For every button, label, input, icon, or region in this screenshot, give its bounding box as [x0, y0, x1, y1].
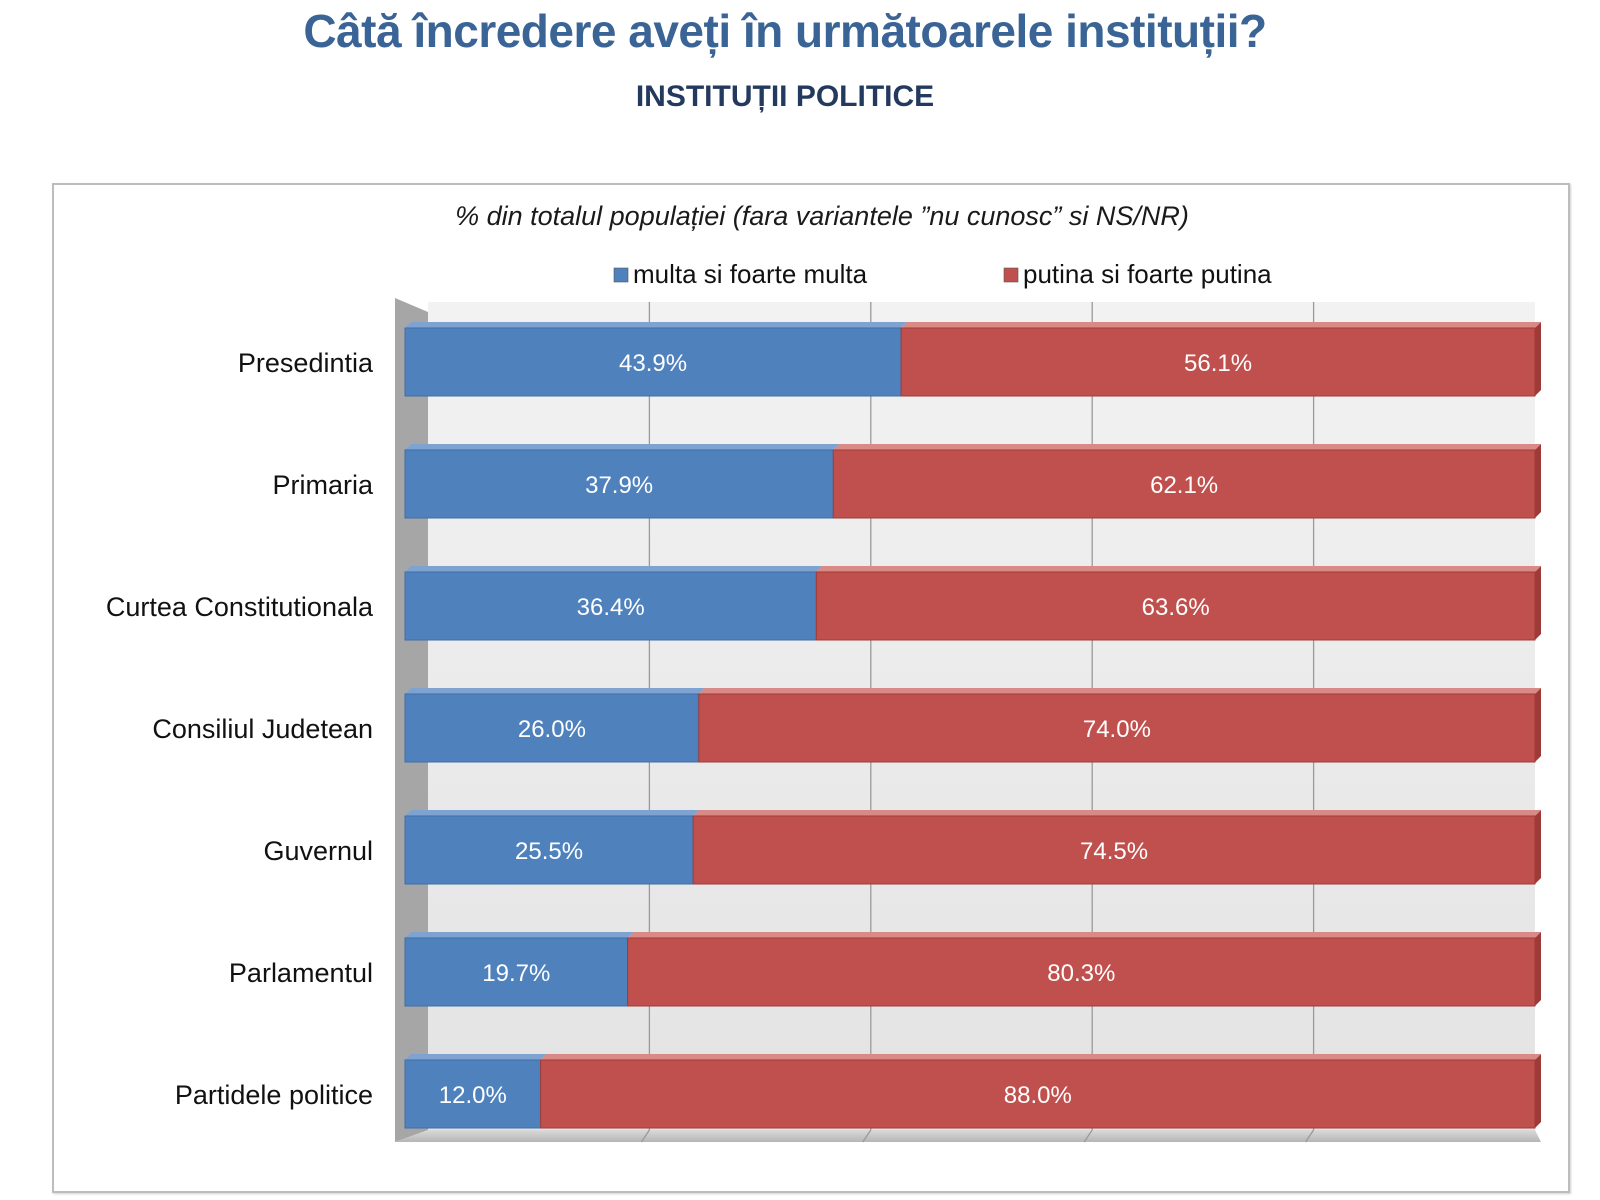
gridline-floor — [1305, 1129, 1315, 1143]
data-label: 36.4% — [577, 594, 645, 621]
data-label: 43.9% — [619, 350, 687, 377]
data-label: 74.5% — [1080, 838, 1148, 865]
bar-end-face — [1535, 1054, 1541, 1128]
chart-title: % din totalul populației (fara variantel… — [455, 201, 1189, 231]
bar-end-face — [1535, 566, 1541, 640]
data-label: 37.9% — [585, 472, 653, 499]
data-label: 63.6% — [1142, 594, 1210, 621]
bar-segment — [404, 571, 817, 641]
bar-segment — [900, 327, 1536, 397]
bar-segment-top — [405, 688, 705, 694]
bar-segment — [404, 1059, 542, 1129]
bar-segment-top — [693, 810, 1541, 816]
data-label: 80.3% — [1047, 960, 1115, 987]
page-title: Câtă încredere aveți în următoarele inst… — [303, 5, 1267, 57]
bar-end-face — [1535, 322, 1541, 396]
legend-swatch — [613, 267, 629, 283]
legend-label: multa si foarte multa — [633, 259, 868, 289]
legend-label: putina si foarte putina — [1023, 259, 1272, 289]
data-label: 88.0% — [1004, 1082, 1072, 1109]
chart-legend: multa si foarte multa putina si foarte pu… — [613, 259, 1272, 289]
bar-segment-top — [405, 444, 840, 450]
page-subtitle: INSTITUȚII POLITICE — [635, 80, 935, 113]
bar-segment — [815, 571, 1536, 641]
bar-segment — [832, 449, 1536, 519]
bar-segment — [404, 449, 834, 519]
bar-end-face — [1535, 932, 1541, 1006]
bar-segment-top — [833, 444, 1541, 450]
chart-frame — [52, 183, 1570, 1193]
plot-floor — [395, 1130, 1541, 1142]
category-label: Presedintia — [238, 348, 374, 378]
gridline-floor — [640, 1129, 650, 1143]
bar-segment-top — [698, 688, 1541, 694]
legend-swatch — [1003, 267, 1019, 283]
data-label: 56.1% — [1184, 350, 1252, 377]
bar-segment — [404, 937, 629, 1007]
bar-segment — [404, 815, 694, 885]
category-label: Primaria — [272, 470, 373, 500]
data-label: 12.0% — [439, 1082, 507, 1109]
bar-segment-top — [627, 932, 1541, 938]
gridline-floor — [862, 1129, 872, 1143]
bar-segment — [404, 693, 700, 763]
bar-segment — [540, 1059, 1536, 1129]
bar-segment — [404, 327, 902, 397]
bar-segment-top — [540, 1054, 1541, 1060]
bar-segment-top — [816, 566, 1541, 572]
data-label: 74.0% — [1083, 716, 1151, 743]
bar-segment — [692, 815, 1536, 885]
bar-end-face — [1535, 444, 1541, 518]
data-label: 62.1% — [1150, 472, 1218, 499]
data-label: 19.7% — [482, 960, 550, 987]
data-label: 26.0% — [518, 716, 586, 743]
bar-segment-top — [405, 322, 908, 328]
plot-area: Presedintia 43.9% 56.1% Primaria 37.9% 62.1% C… — [106, 298, 1541, 1143]
bar-end-face — [1535, 810, 1541, 884]
bar-segment-top — [405, 566, 823, 572]
bar-segment-top — [901, 322, 1541, 328]
category-label: Guvernul — [263, 836, 373, 866]
bar-segment-top — [405, 810, 700, 816]
bar-segment-top — [405, 1054, 547, 1060]
data-label: 25.5% — [515, 838, 583, 865]
bar-segment-top — [405, 932, 634, 938]
gridline-floor — [1083, 1129, 1093, 1143]
category-label: Partidele politice — [175, 1080, 373, 1110]
bar-end-face — [1535, 688, 1541, 762]
bar-segment — [627, 937, 1536, 1007]
category-label: Consiliul Judetean — [152, 714, 373, 744]
bar-segment — [698, 693, 1536, 763]
category-label: Curtea Constitutionala — [106, 592, 374, 622]
category-label: Parlamentul — [229, 958, 373, 988]
